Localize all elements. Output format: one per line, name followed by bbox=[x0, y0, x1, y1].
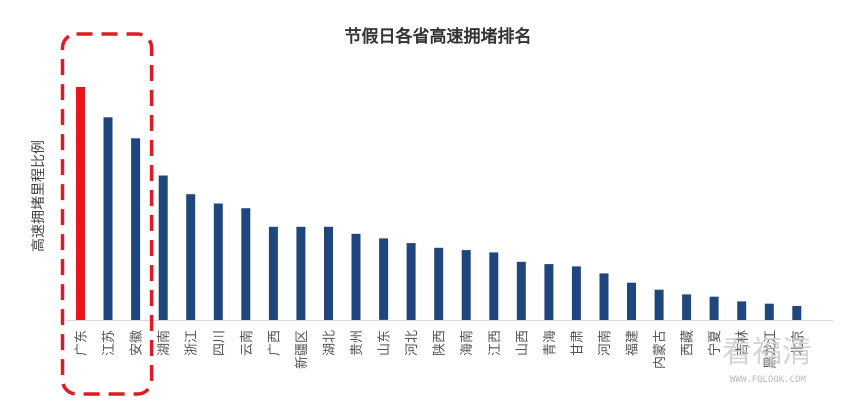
x-tick-label: 吉林 bbox=[736, 330, 751, 356]
x-tick-label: 浙江 bbox=[185, 330, 200, 356]
bar bbox=[213, 203, 223, 320]
bar bbox=[627, 282, 636, 320]
bar bbox=[103, 117, 113, 320]
x-tick-label: 北京 bbox=[791, 330, 806, 356]
bar bbox=[709, 296, 719, 320]
watermark-logo-text: 看福清 bbox=[722, 335, 812, 370]
x-tick-label: 陕西 bbox=[433, 330, 448, 356]
bar bbox=[131, 138, 141, 320]
bar bbox=[461, 250, 471, 320]
bar bbox=[241, 208, 251, 320]
bar bbox=[324, 226, 333, 320]
x-tick-label: 海南 bbox=[459, 330, 475, 356]
bar bbox=[379, 238, 389, 320]
chart-title: 节假日各省高速拥堵排名 bbox=[345, 26, 532, 47]
x-tick-label: 山东 bbox=[378, 330, 393, 356]
bar bbox=[764, 303, 774, 320]
x-tick-label: 云南 bbox=[239, 330, 255, 356]
x-tick-label: 黑龙江 bbox=[763, 330, 778, 369]
x-tick-labels: 广东 江苏 安徽 湖南 浙江 四川 云南 广西 新疆区 湖北 贵州 山东 河北 陕西 海南 江西 山西 青海 甘肃河… bbox=[75, 330, 806, 369]
x-tick-label: 河南 bbox=[597, 330, 613, 356]
highlight-box bbox=[60, 32, 154, 396]
bar bbox=[516, 261, 526, 321]
bar bbox=[296, 226, 306, 320]
x-tick-label: 广西 bbox=[267, 330, 282, 356]
x-tick-label: 四川 bbox=[212, 330, 227, 356]
x-tick-label: 甘肃 bbox=[570, 330, 585, 356]
x-tick-label: 贵州 bbox=[350, 330, 365, 356]
bar bbox=[571, 266, 581, 320]
bar bbox=[682, 294, 692, 320]
x-tick-label: 河北 bbox=[405, 330, 420, 356]
x-tick-label: 新疆区 bbox=[294, 330, 310, 369]
bars-group bbox=[76, 87, 802, 321]
x-tick-label: 山西 bbox=[515, 330, 530, 356]
x-tick-label: 湖南 bbox=[156, 330, 172, 356]
bar bbox=[654, 289, 664, 320]
bar bbox=[268, 226, 278, 320]
watermark-url-text: WWW.FQLOOK.COM bbox=[730, 375, 806, 385]
bar bbox=[599, 273, 609, 320]
watermark: 看福清 WWW.FQLOOK.COM bbox=[722, 335, 812, 385]
x-tick-label: 西藏 bbox=[681, 330, 696, 356]
bar bbox=[434, 247, 444, 320]
bar bbox=[406, 243, 416, 320]
bar bbox=[489, 252, 499, 320]
x-tick-label: 青海 bbox=[543, 330, 558, 356]
x-tick-label: 宁夏 bbox=[707, 330, 723, 356]
x-tick-label: 江西 bbox=[488, 330, 503, 356]
x-tick-label: 湖北 bbox=[323, 330, 338, 356]
x-tick-label: 广东 bbox=[75, 330, 90, 356]
x-tick-label: 安徽 bbox=[130, 330, 145, 356]
bar bbox=[544, 264, 554, 320]
x-tick-label: 内蒙古 bbox=[652, 330, 668, 369]
bar bbox=[737, 301, 747, 320]
x-tick-label: 江苏 bbox=[101, 330, 117, 356]
y-axis-label: 高速拥堵里程比例 bbox=[30, 140, 47, 252]
bar bbox=[792, 306, 802, 320]
x-tick-label: 福建 bbox=[626, 330, 641, 356]
bar bbox=[186, 194, 196, 320]
bar bbox=[158, 175, 168, 320]
bar bbox=[351, 233, 361, 320]
bar bbox=[76, 87, 85, 320]
